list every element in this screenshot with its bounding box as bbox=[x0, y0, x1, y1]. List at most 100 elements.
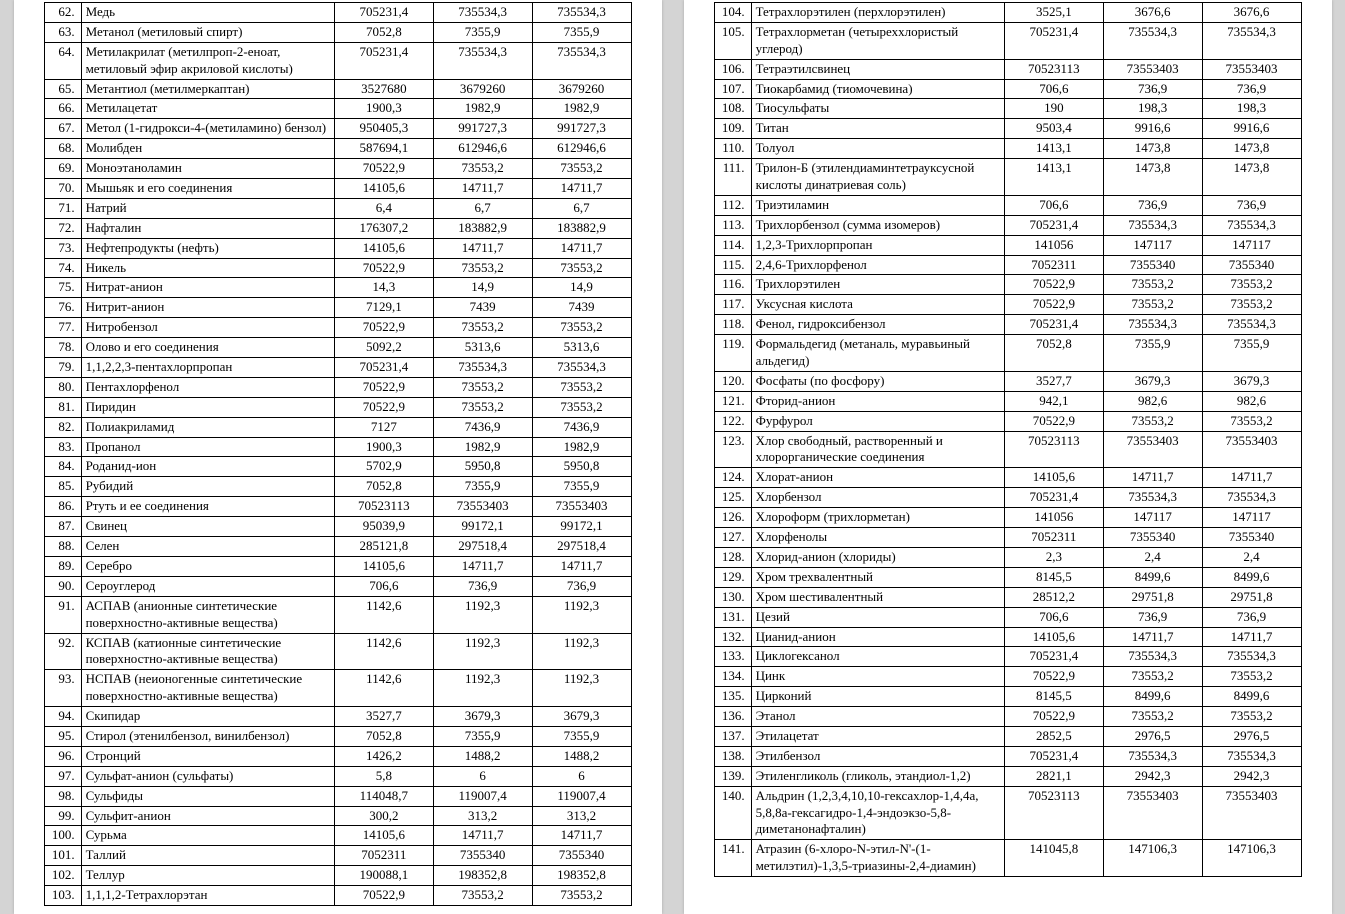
table-row: 73.Нефтепродукты (нефть)14105,614711,714… bbox=[44, 238, 631, 258]
value-cell: 99172,1 bbox=[532, 517, 631, 537]
value-cell: 70522,9 bbox=[334, 397, 433, 417]
value-cell: 735534,3 bbox=[532, 358, 631, 378]
substance-name: Свинец bbox=[81, 517, 334, 537]
row-number: 118. bbox=[714, 315, 751, 335]
value-cell: 29751,8 bbox=[1202, 587, 1301, 607]
table-row: 134.Цинк70522,973553,273553,2 bbox=[714, 667, 1301, 687]
row-number: 110. bbox=[714, 139, 751, 159]
substance-name: Сурьма bbox=[81, 826, 334, 846]
row-number: 104. bbox=[714, 3, 751, 23]
value-cell: 587694,1 bbox=[334, 139, 433, 159]
row-number: 98. bbox=[44, 786, 81, 806]
table-row: 141.Атразин (6-хлоро-N-этил-N'-(1-метилэ… bbox=[714, 840, 1301, 877]
value-cell: 95039,9 bbox=[334, 517, 433, 537]
table-row: 136.Этанол70522,973553,273553,2 bbox=[714, 707, 1301, 727]
value-cell: 7052,8 bbox=[334, 22, 433, 42]
substance-name: Олово и его соединения bbox=[81, 338, 334, 358]
value-cell: 2942,3 bbox=[1202, 766, 1301, 786]
value-cell: 99172,1 bbox=[433, 517, 532, 537]
value-cell: 736,9 bbox=[1103, 195, 1202, 215]
value-cell: 7355340 bbox=[1202, 255, 1301, 275]
substance-name: Хлор свободный, растворенный и хлорорган… bbox=[751, 431, 1004, 468]
value-cell: 147117 bbox=[1202, 508, 1301, 528]
value-cell: 114048,7 bbox=[334, 786, 433, 806]
value-cell: 7355,9 bbox=[433, 477, 532, 497]
row-number: 78. bbox=[44, 338, 81, 358]
substance-name: Хром шестивалентный bbox=[751, 587, 1004, 607]
row-number: 109. bbox=[714, 119, 751, 139]
row-number: 111. bbox=[714, 159, 751, 196]
value-cell: 73553,2 bbox=[532, 159, 631, 179]
row-number: 123. bbox=[714, 431, 751, 468]
value-cell: 70523113 bbox=[1004, 431, 1103, 468]
value-cell: 190088,1 bbox=[334, 866, 433, 886]
value-cell: 29751,8 bbox=[1103, 587, 1202, 607]
row-number: 74. bbox=[44, 258, 81, 278]
substance-name: Ртуть и ее соединения bbox=[81, 497, 334, 517]
substance-name: НСПАВ (неионогенные синтетические поверх… bbox=[81, 670, 334, 707]
table-row: 63.Метанол (метиловый спирт)7052,87355,9… bbox=[44, 22, 631, 42]
substance-name: Таллий bbox=[81, 846, 334, 866]
value-cell: 2,3 bbox=[1004, 547, 1103, 567]
table-row: 98.Сульфиды114048,7119007,4119007,4 bbox=[44, 786, 631, 806]
row-number: 127. bbox=[714, 528, 751, 548]
substance-name: Цирконий bbox=[751, 687, 1004, 707]
value-cell: 1413,1 bbox=[1004, 159, 1103, 196]
value-cell: 14711,7 bbox=[1202, 468, 1301, 488]
value-cell: 73553,2 bbox=[532, 318, 631, 338]
value-cell: 7355,9 bbox=[1103, 335, 1202, 372]
value-cell: 5,8 bbox=[334, 766, 433, 786]
row-number: 92. bbox=[44, 633, 81, 670]
value-cell: 5313,6 bbox=[433, 338, 532, 358]
substance-name: Хлороформ (трихлорметан) bbox=[751, 508, 1004, 528]
substance-name: Полиакриламид bbox=[81, 417, 334, 437]
substance-name: Цианид-анион bbox=[751, 627, 1004, 647]
value-cell: 8499,6 bbox=[1202, 687, 1301, 707]
row-number: 107. bbox=[714, 79, 751, 99]
value-cell: 6,7 bbox=[433, 198, 532, 218]
value-cell: 7355340 bbox=[433, 846, 532, 866]
value-cell: 7052,8 bbox=[1004, 335, 1103, 372]
table-row: 82.Полиакриламид71277436,97436,9 bbox=[44, 417, 631, 437]
substance-name: Хлорфенолы bbox=[751, 528, 1004, 548]
table-row: 121.Фторид-анион942,1982,6982,6 bbox=[714, 391, 1301, 411]
value-cell: 14,9 bbox=[433, 278, 532, 298]
table-row: 113.Трихлорбензол (сумма изомеров)705231… bbox=[714, 215, 1301, 235]
value-cell: 1142,6 bbox=[334, 596, 433, 633]
table-row: 133.Циклогексанол705231,4735534,3735534,… bbox=[714, 647, 1301, 667]
row-number: 69. bbox=[44, 159, 81, 179]
table-row: 108.Тиосульфаты190198,3198,3 bbox=[714, 99, 1301, 119]
row-number: 119. bbox=[714, 335, 751, 372]
table-row: 118.Фенол, гидроксибензол705231,4735534,… bbox=[714, 315, 1301, 335]
row-number: 82. bbox=[44, 417, 81, 437]
substance-name: Сульфат-анион (сульфаты) bbox=[81, 766, 334, 786]
value-cell: 14105,6 bbox=[1004, 627, 1103, 647]
value-cell: 5950,8 bbox=[433, 457, 532, 477]
value-cell: 6,7 bbox=[532, 198, 631, 218]
value-cell: 5092,2 bbox=[334, 338, 433, 358]
value-cell: 14711,7 bbox=[1202, 627, 1301, 647]
value-cell: 73553403 bbox=[433, 497, 532, 517]
substance-name: Цезий bbox=[751, 607, 1004, 627]
table-row: 94.Скипидар3527,73679,33679,3 bbox=[44, 707, 631, 727]
substance-name: Теллур bbox=[81, 866, 334, 886]
value-cell: 5950,8 bbox=[532, 457, 631, 477]
row-number: 67. bbox=[44, 119, 81, 139]
value-cell: 70522,9 bbox=[1004, 667, 1103, 687]
value-cell: 8499,6 bbox=[1202, 567, 1301, 587]
value-cell: 7355,9 bbox=[433, 726, 532, 746]
value-cell: 705231,4 bbox=[1004, 215, 1103, 235]
value-cell: 297518,4 bbox=[532, 537, 631, 557]
row-number: 137. bbox=[714, 726, 751, 746]
value-cell: 2821,1 bbox=[1004, 766, 1103, 786]
value-cell: 9916,6 bbox=[1103, 119, 1202, 139]
substance-name: Этанол bbox=[751, 707, 1004, 727]
table-row: 80.Пентахлорфенол70522,973553,273553,2 bbox=[44, 377, 631, 397]
table-row: 129.Хром трехвалентный8145,58499,68499,6 bbox=[714, 567, 1301, 587]
value-cell: 73553,2 bbox=[1202, 707, 1301, 727]
value-cell: 7355340 bbox=[1103, 528, 1202, 548]
value-cell: 176307,2 bbox=[334, 218, 433, 238]
table-row: 68.Молибден587694,1612946,6612946,6 bbox=[44, 139, 631, 159]
value-cell: 7052,8 bbox=[334, 477, 433, 497]
substance-name: Метантиол (метилмеркаптан) bbox=[81, 79, 334, 99]
